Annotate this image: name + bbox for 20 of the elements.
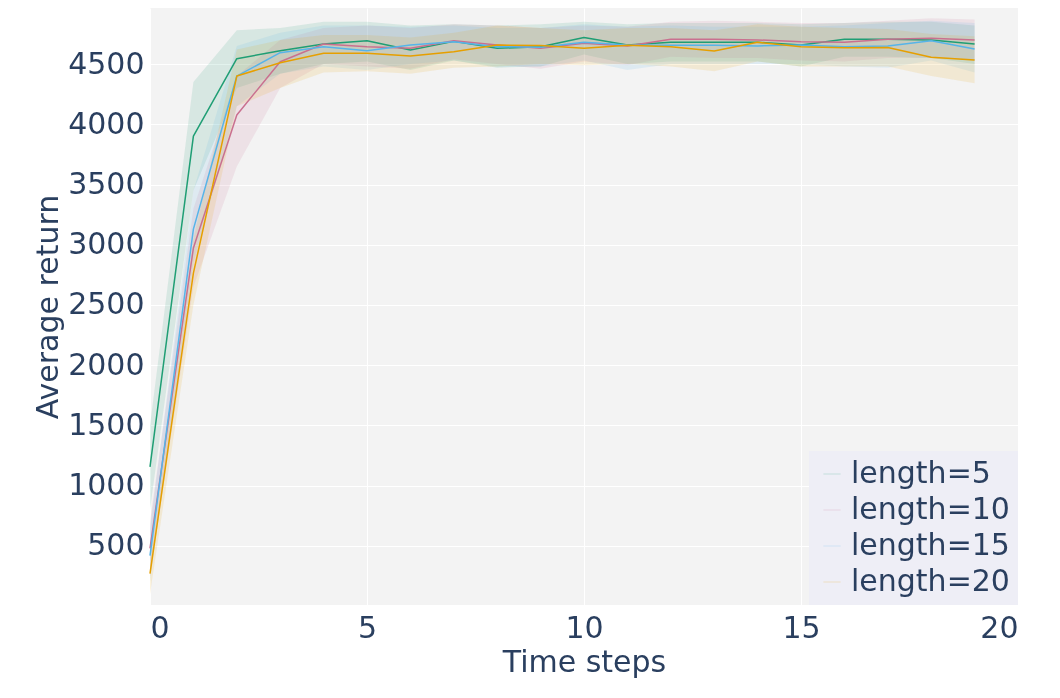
- legend-label: length=5: [851, 455, 991, 490]
- y-tick-label: 3500: [68, 166, 145, 202]
- x-axis-title: Time steps: [501, 643, 667, 679]
- y-tick-label: 1000: [68, 467, 145, 503]
- y-tick-label: 1500: [68, 406, 145, 442]
- legend-label: length=15: [851, 527, 1010, 562]
- y-tick-label: 2000: [68, 346, 145, 382]
- y-tick-label: 4000: [68, 105, 145, 141]
- y-axis-title: Average return: [30, 194, 66, 420]
- x-tick-label: 0: [150, 609, 170, 645]
- x-tick-label: 20: [980, 609, 1019, 645]
- y-tick-label: 2500: [68, 286, 145, 322]
- y-tick-label: 3000: [68, 226, 145, 262]
- x-tick-label: 10: [565, 609, 604, 645]
- y-tick-label: 500: [87, 527, 145, 563]
- legend-label: length=20: [851, 563, 1010, 598]
- legend-label: length=10: [851, 491, 1010, 526]
- y-tick-label: 4500: [68, 45, 145, 81]
- x-tick-label: 15: [782, 609, 821, 645]
- x-tick-label: 5: [357, 609, 378, 645]
